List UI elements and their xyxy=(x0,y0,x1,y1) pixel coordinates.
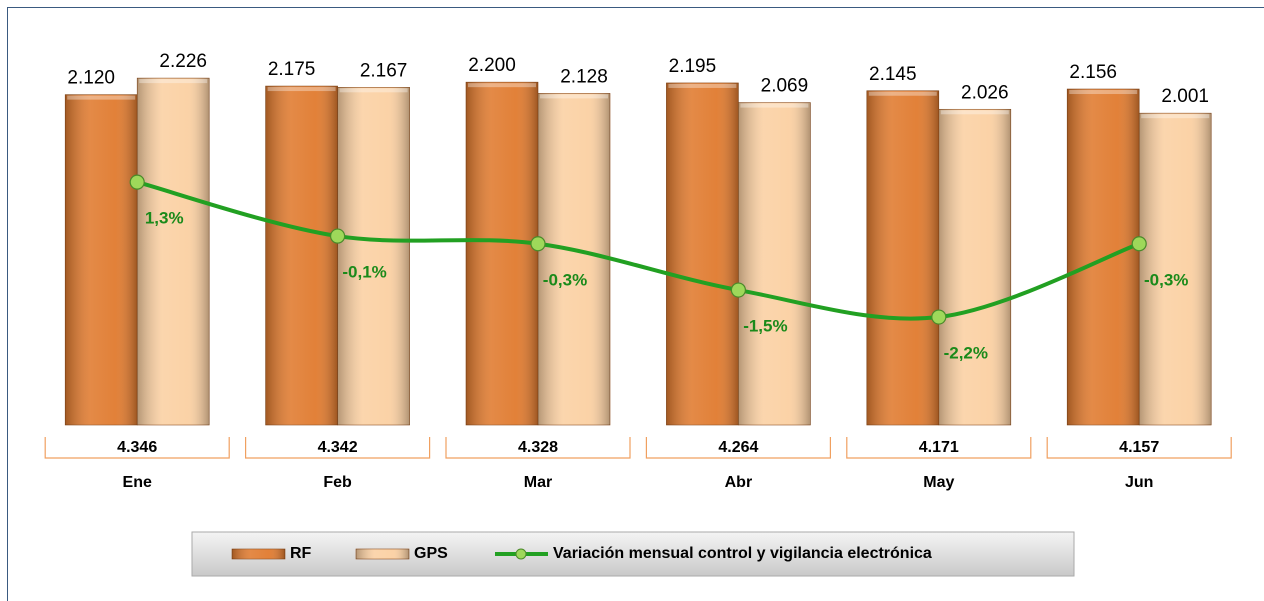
total-label: 4.157 xyxy=(1119,439,1159,456)
total-bracket xyxy=(846,437,1032,459)
bar xyxy=(337,87,410,426)
legend-swatch-shade xyxy=(356,549,409,559)
value-label: 2.026 xyxy=(961,82,1009,103)
legend-box xyxy=(191,531,1075,577)
legend-label: Variación mensual control y vigilancia e… xyxy=(553,545,932,562)
total-bracket xyxy=(1046,437,1232,459)
total-label: 4.264 xyxy=(718,439,758,456)
bar-cap xyxy=(940,110,1009,115)
bar-cap xyxy=(668,83,737,88)
bar xyxy=(666,82,739,426)
value-label: 2.001 xyxy=(1161,86,1209,107)
value-label: 2.195 xyxy=(669,56,717,77)
total-bracket xyxy=(445,437,631,459)
line-value-label: -0,1% xyxy=(342,263,386,282)
value-label: 2.145 xyxy=(869,64,917,85)
line-value-label: -0,3% xyxy=(543,270,587,289)
x-tick-label: Abr xyxy=(725,474,753,491)
bar-cap xyxy=(540,94,608,99)
line-marker xyxy=(931,309,947,325)
bar xyxy=(465,81,539,426)
line-marker xyxy=(330,228,346,244)
bar xyxy=(136,77,210,426)
total-bracket xyxy=(645,437,831,459)
bar-cap xyxy=(1069,90,1138,95)
legend-marker xyxy=(515,548,527,560)
bar xyxy=(738,102,811,426)
value-label: 2.120 xyxy=(67,68,115,89)
value-label: 2.128 xyxy=(560,66,608,87)
value-label: 2.069 xyxy=(761,76,809,97)
line-value-label: -2,2% xyxy=(944,344,988,363)
total-bracket xyxy=(44,437,230,459)
line-value-label: -1,5% xyxy=(743,317,787,336)
frame xyxy=(7,7,1264,601)
legend-label: RF xyxy=(290,545,312,562)
value-label: 2.226 xyxy=(159,51,207,72)
bar xyxy=(537,93,611,426)
line-marker xyxy=(129,174,145,190)
bar xyxy=(265,85,338,426)
x-tick-label: Feb xyxy=(323,474,352,491)
line xyxy=(136,180,1140,321)
bar xyxy=(1066,88,1140,426)
bar xyxy=(1138,112,1212,426)
x-tick-label: Mar xyxy=(524,474,552,491)
total-label: 4.342 xyxy=(318,439,358,456)
x-tick-label: Jun xyxy=(1125,474,1153,491)
bar-cap xyxy=(468,83,536,88)
bar-cap xyxy=(339,88,408,93)
line-marker xyxy=(530,236,546,252)
bar-cap xyxy=(868,91,937,96)
value-label: 2.200 xyxy=(468,55,516,76)
legend-label: GPS xyxy=(414,545,448,562)
value-label: 2.167 xyxy=(360,60,408,81)
value-label: 2.175 xyxy=(268,59,316,80)
bar-cap xyxy=(740,103,809,108)
bar-cap xyxy=(267,87,336,92)
bar xyxy=(866,90,940,426)
legend-swatch-shade xyxy=(232,549,285,559)
total-label: 4.346 xyxy=(117,439,157,456)
line-value-label: 1,3% xyxy=(145,209,184,228)
total-bracket xyxy=(245,437,431,459)
bar-cap xyxy=(139,79,208,84)
bar-cap xyxy=(1141,114,1210,119)
bar-cap xyxy=(67,95,136,100)
line-marker xyxy=(1131,236,1147,252)
line-value-label: -0,3% xyxy=(1144,270,1188,289)
value-label: 2.156 xyxy=(1069,62,1117,83)
bar xyxy=(64,94,138,426)
x-tick-label: May xyxy=(923,474,954,491)
total-label: 4.171 xyxy=(919,439,959,456)
line-marker xyxy=(730,282,747,298)
total-label: 4.328 xyxy=(518,439,558,456)
bar xyxy=(938,108,1012,426)
x-tick-label: Ene xyxy=(123,474,152,491)
